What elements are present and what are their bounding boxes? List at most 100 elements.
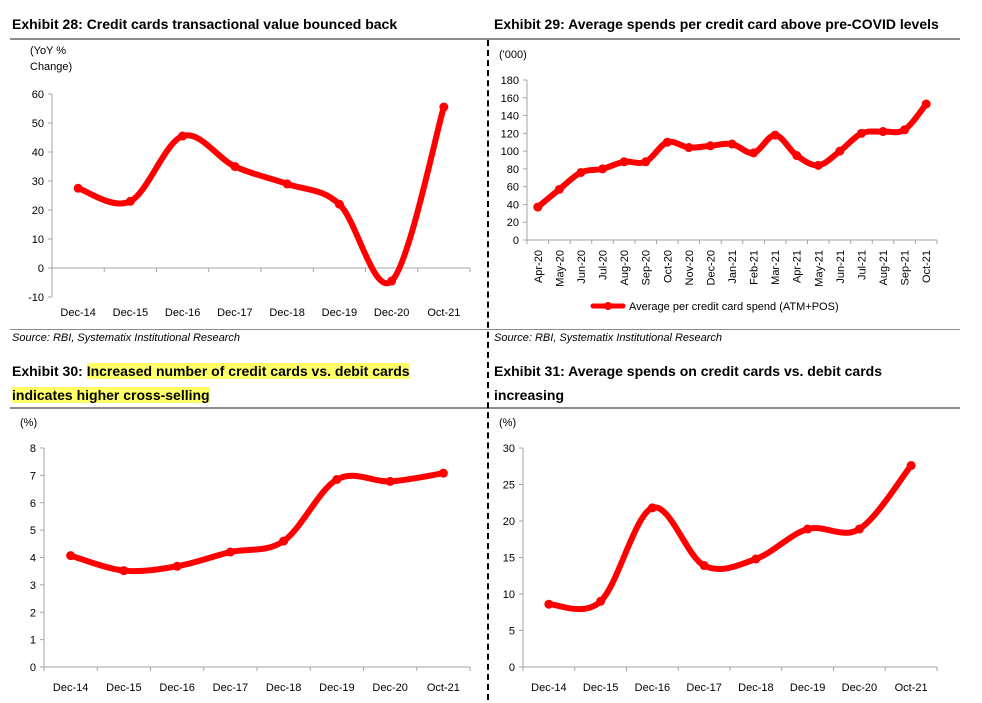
exhibit-29-number: Exhibit 29: — [494, 16, 565, 32]
exhibit-30-title-line2: indicates higher cross-selling — [12, 383, 210, 407]
y-tick-label: 0 — [38, 263, 44, 275]
x-tick-label: Jul-20 — [598, 250, 610, 280]
series-line — [67, 470, 447, 575]
exhibit-31-title-line2: increasing — [494, 383, 564, 407]
x-tick-label: Dec-16 — [635, 682, 670, 694]
x-tick-label: Dec-15 — [113, 307, 148, 319]
x-tick-label: Dec-14 — [53, 682, 88, 694]
data-point — [439, 102, 449, 112]
data-point — [73, 183, 83, 193]
exhibit-28-text: Credit cards transactional value bounced… — [86, 16, 398, 32]
y-tick-label: -10 — [28, 292, 44, 304]
x-tick-label: Dec-18 — [266, 682, 301, 694]
y-tick-label: 2 — [30, 607, 36, 619]
x-tick-label: Apr-20 — [533, 250, 545, 283]
column-divider — [487, 40, 489, 700]
x-tick-label: Dec-16 — [159, 682, 194, 694]
x-tick-label: Dec-19 — [319, 682, 354, 694]
x-tick-label: Jun-20 — [576, 250, 588, 284]
y-tick-label: 50 — [32, 118, 44, 130]
x-tick-label: May-20 — [554, 250, 566, 287]
data-point — [125, 196, 135, 206]
y-tick-label: 160 — [501, 93, 519, 105]
unit-label: (YoY % — [30, 45, 66, 57]
x-tick-label: Dec-15 — [583, 682, 618, 694]
exhibit-30-text-line2: indicates higher cross-selling — [12, 387, 210, 403]
exhibit-30-chart: (%) 0 1 2 3 4 5 6 7 8 Dec-14 Dec-15 Dec-16 Dec-17 Dec-… — [20, 417, 471, 694]
exhibit-29-title: Exhibit 29: Average spends per credit ca… — [494, 12, 939, 36]
legend-label: Average per credit card spend (ATM+POS) — [629, 301, 839, 313]
data-point — [619, 157, 629, 167]
data-point — [647, 503, 657, 513]
exhibit-28-chart: (YoY % Change) -10 0 10 20 30 40 50 60 Dec-14 Dec-1… — [28, 45, 471, 319]
exhibit-31-text-line2: increasing — [494, 387, 565, 403]
exhibit-31-text-line1: Average spends on credit cards vs. debit… — [568, 363, 882, 379]
y-tick-label: 1 — [30, 635, 36, 647]
y-tick-label: 120 — [501, 128, 519, 140]
data-point — [119, 566, 129, 576]
x-tick-label: Dec-17 — [213, 682, 248, 694]
data-point — [641, 157, 651, 167]
data-point — [699, 561, 709, 571]
series-line — [75, 104, 447, 287]
x-tick-label: Oct-20 — [662, 250, 674, 283]
x-tick-label: Dec-17 — [686, 682, 721, 694]
x-tick-label: Apr-21 — [792, 250, 804, 283]
y-tick-label: 6 — [30, 498, 36, 510]
x-tick-label: Oct-21 — [895, 682, 928, 694]
x-tick-label: Jul-21 — [856, 250, 868, 280]
x-tick-label: Sep-20 — [641, 250, 653, 285]
data-point — [554, 184, 564, 194]
x-tick-label: Jun-21 — [835, 250, 847, 284]
source-right: Source: RBI, Systematix Institutional Re… — [494, 332, 723, 344]
data-point — [533, 202, 543, 212]
data-point — [727, 139, 737, 149]
y-tick-label: 7 — [30, 470, 36, 482]
y-tick-label: 40 — [507, 199, 519, 211]
x-tick-label: May-21 — [813, 250, 825, 287]
x-tick-label: Oct-21 — [427, 682, 460, 694]
data-point — [854, 524, 864, 534]
x-tick-label: Dec-20 — [374, 307, 409, 319]
y-tick-label: 5 — [30, 525, 36, 537]
x-tick-label: Dec-19 — [322, 307, 357, 319]
x-tick-label: Feb-21 — [749, 250, 761, 285]
y-tick-label: 20 — [503, 516, 515, 528]
y-tick-label: 20 — [32, 205, 44, 217]
data-point — [921, 99, 931, 109]
y-tick-label: 30 — [32, 176, 44, 188]
y-tick-label: 3 — [30, 580, 36, 592]
x-tick-label: Nov-20 — [684, 250, 696, 285]
x-tick-label: Dec-19 — [790, 682, 825, 694]
source-left: Source: RBI, Systematix Institutional Re… — [12, 332, 241, 344]
x-tick-label: Oct-21 — [921, 250, 933, 283]
x-tick-label: Jan-21 — [727, 250, 739, 284]
y-tick-label: 8 — [30, 443, 36, 455]
data-point — [279, 536, 289, 546]
data-point — [705, 141, 715, 151]
y-tick-label: 20 — [507, 217, 519, 229]
data-point — [900, 125, 910, 135]
data-point — [576, 167, 586, 177]
exhibit-31-number: Exhibit 31: — [494, 363, 565, 379]
series-line — [534, 101, 930, 211]
y-tick-label: 30 — [503, 443, 515, 455]
data-point — [906, 461, 916, 471]
data-point — [178, 131, 188, 141]
data-point — [387, 276, 397, 286]
y-tick-label: 60 — [507, 182, 519, 194]
x-tick-label: Dec-20 — [842, 682, 877, 694]
y-tick-label: 10 — [32, 234, 44, 246]
unit-label: Change) — [30, 61, 72, 73]
data-point — [878, 127, 888, 137]
y-tick-label: 60 — [32, 89, 44, 101]
data-point — [282, 179, 292, 189]
y-tick-label: 0 — [513, 235, 519, 247]
y-tick-label: 40 — [32, 147, 44, 159]
x-tick-label: Dec-17 — [217, 307, 252, 319]
y-tick-label: 100 — [501, 146, 519, 158]
data-point — [66, 551, 76, 561]
exhibit-30-title: Exhibit 30: Increased number of credit c… — [12, 359, 410, 383]
data-point — [225, 547, 235, 557]
y-tick-label: 180 — [501, 75, 519, 87]
